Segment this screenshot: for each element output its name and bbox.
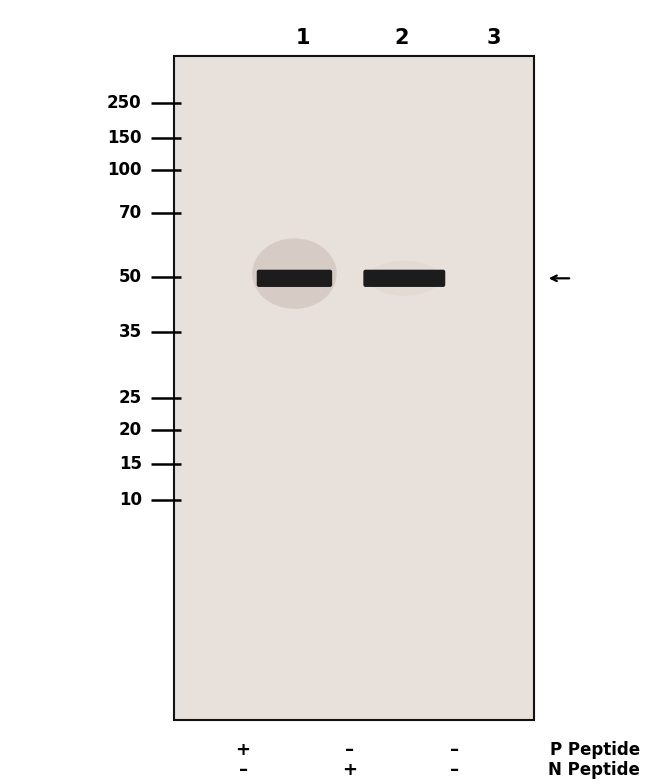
Text: 35: 35 <box>118 324 142 341</box>
Text: 3: 3 <box>487 27 501 48</box>
FancyBboxPatch shape <box>363 270 445 287</box>
Text: 150: 150 <box>107 129 142 147</box>
Text: +: + <box>342 761 358 779</box>
Text: –: – <box>345 741 354 758</box>
Text: 1: 1 <box>296 27 310 48</box>
Text: –: – <box>450 741 460 758</box>
Text: –: – <box>450 761 460 779</box>
Text: 100: 100 <box>107 162 142 179</box>
Text: 25: 25 <box>118 390 142 407</box>
Text: 15: 15 <box>119 456 142 473</box>
Ellipse shape <box>252 238 337 309</box>
Text: +: + <box>235 741 251 758</box>
Bar <box>174 56 534 720</box>
Text: 250: 250 <box>107 95 142 112</box>
Text: 50: 50 <box>119 268 142 285</box>
Ellipse shape <box>369 260 440 296</box>
Text: P Peptide: P Peptide <box>550 741 640 758</box>
Text: 2: 2 <box>395 27 409 48</box>
FancyBboxPatch shape <box>257 270 332 287</box>
Text: 10: 10 <box>119 492 142 509</box>
Text: 70: 70 <box>118 205 142 222</box>
Text: N Peptide: N Peptide <box>549 761 640 779</box>
Text: –: – <box>239 761 248 779</box>
Text: 20: 20 <box>118 421 142 438</box>
